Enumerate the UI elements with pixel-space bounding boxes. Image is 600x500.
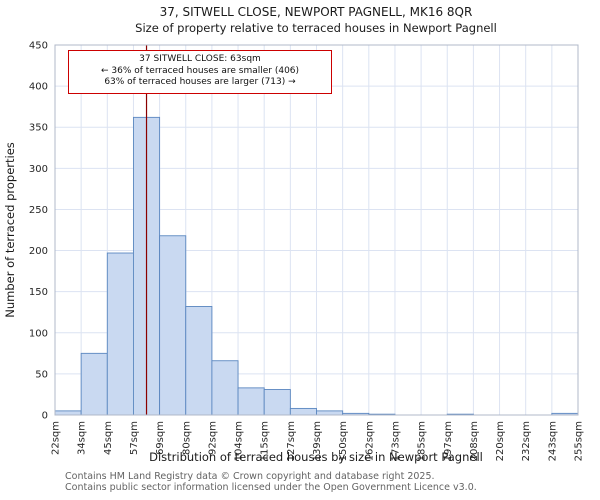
histogram-bar bbox=[237, 387, 265, 416]
annotation-box: 37 SITWELL CLOSE: 63sqm ← 36% of terrace… bbox=[68, 50, 332, 94]
y-tick-label: 100 bbox=[29, 328, 48, 339]
x-tick-label: 150sqm bbox=[338, 421, 349, 461]
x-axis-title: Distribution of terraced houses by size … bbox=[149, 450, 483, 464]
x-tick-label: 22sqm bbox=[51, 421, 62, 455]
x-tick-label: 220sqm bbox=[495, 421, 506, 461]
annotation-line-2: ← 36% of terraced houses are smaller (40… bbox=[100, 65, 300, 76]
x-tick-label: 232sqm bbox=[521, 421, 532, 461]
plot-frame bbox=[54, 44, 579, 416]
y-tick-label: 350 bbox=[29, 123, 48, 134]
histogram-bar bbox=[316, 410, 344, 416]
x-tick-label: 104sqm bbox=[234, 421, 245, 461]
x-tick-label: 92sqm bbox=[207, 421, 218, 455]
y-tick-label: 300 bbox=[29, 164, 48, 175]
x-tick-label: 57sqm bbox=[129, 421, 140, 455]
y-tick-label: 200 bbox=[29, 246, 48, 257]
y-tick-label: 0 bbox=[42, 411, 48, 422]
x-tick-label: 69sqm bbox=[155, 421, 166, 455]
footer-line-2: Contains public sector information licen… bbox=[65, 482, 477, 493]
y-axis-title: Number of terraced properties bbox=[3, 142, 17, 318]
x-tick-label: 208sqm bbox=[469, 421, 480, 461]
x-tick-label: 243sqm bbox=[547, 421, 558, 461]
y-tick-label: 50 bbox=[35, 369, 48, 380]
x-tick-label: 80sqm bbox=[181, 421, 192, 455]
y-tick-label: 250 bbox=[29, 205, 48, 216]
y-tick-label: 150 bbox=[29, 287, 48, 298]
y-tick-label: 450 bbox=[29, 41, 48, 52]
x-tick-label: 173sqm bbox=[390, 421, 401, 461]
x-tick-label: 115sqm bbox=[260, 421, 271, 461]
x-tick-label: 185sqm bbox=[417, 421, 428, 461]
x-tick-label: 162sqm bbox=[364, 421, 375, 461]
y-tick-label: 400 bbox=[29, 82, 48, 93]
x-tick-label: 127sqm bbox=[286, 421, 297, 461]
y-axis-tick-labels: 0 50 100 150 200 250 300 350 400 450 bbox=[29, 41, 48, 422]
histogram-bar bbox=[80, 352, 108, 416]
histogram-bar bbox=[289, 407, 317, 416]
histogram-bar bbox=[159, 235, 187, 416]
chart-subtitle: Size of property relative to terraced ho… bbox=[135, 21, 497, 35]
histogram-bar bbox=[263, 389, 291, 416]
x-tick-label: 197sqm bbox=[443, 421, 454, 461]
histogram-bar bbox=[106, 252, 134, 416]
plot-frame-layer bbox=[54, 44, 579, 416]
annotation-line-3: 63% of terraced houses are larger (713) … bbox=[104, 77, 296, 87]
histogram-bar bbox=[185, 306, 213, 416]
x-axis-tick-labels: 22sqm 34sqm 45sqm 57sqm 69sqm 80sqm 92sqm 104sq… bbox=[51, 421, 585, 461]
x-tick-label: 34sqm bbox=[77, 421, 88, 455]
histogram-bar bbox=[211, 360, 239, 416]
x-tick-label: 255sqm bbox=[574, 421, 585, 461]
chart-title: 37, SITWELL CLOSE, NEWPORT PAGNELL, MK16… bbox=[160, 5, 473, 19]
histogram-bar bbox=[54, 410, 82, 416]
footer-line-1: Contains HM Land Registry data © Crown c… bbox=[65, 471, 435, 482]
x-tick-label: 139sqm bbox=[312, 421, 323, 461]
annotation-line-1: 37 SITWELL CLOSE: 63sqm bbox=[139, 54, 261, 64]
x-tick-label: 45sqm bbox=[103, 421, 114, 455]
